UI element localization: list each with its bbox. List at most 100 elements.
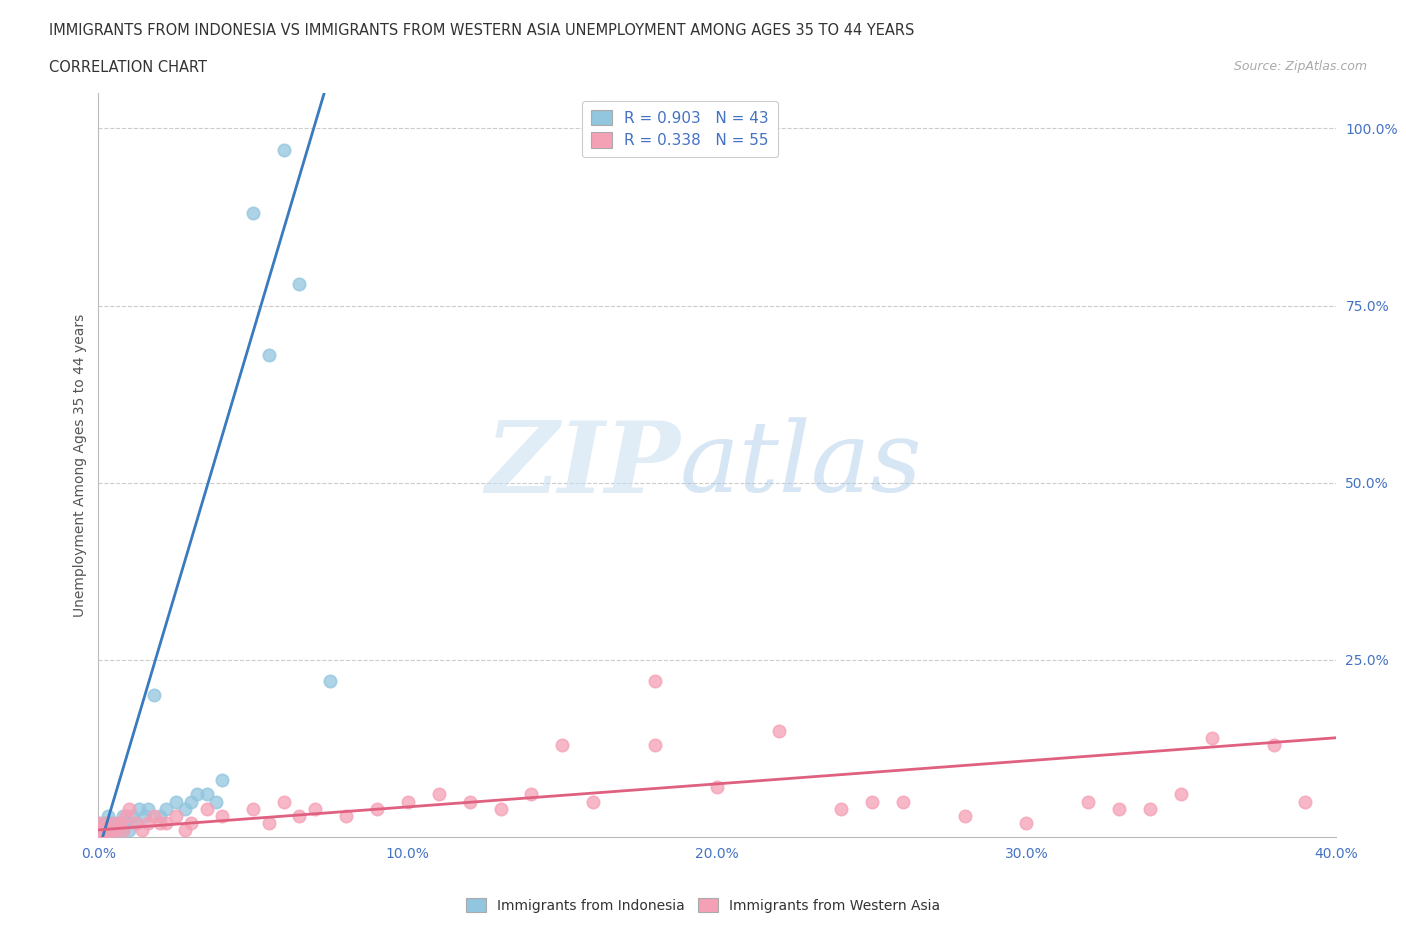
Point <box>103 816 125 830</box>
Point <box>136 802 159 817</box>
Point <box>155 802 177 817</box>
Point <box>304 802 326 817</box>
Point <box>205 794 228 809</box>
Point <box>105 822 128 837</box>
Point <box>211 808 233 823</box>
Point <box>103 830 125 844</box>
Point <box>396 794 419 809</box>
Point <box>87 816 110 830</box>
Point <box>97 830 120 844</box>
Y-axis label: Unemployment Among Ages 35 to 44 years: Unemployment Among Ages 35 to 44 years <box>73 313 87 617</box>
Point <box>186 787 208 802</box>
Point <box>93 830 115 844</box>
Point <box>93 830 115 844</box>
Point <box>100 830 122 844</box>
Point <box>90 830 112 844</box>
Text: IMMIGRANTS FROM INDONESIA VS IMMIGRANTS FROM WESTERN ASIA UNEMPLOYMENT AMONG AGE: IMMIGRANTS FROM INDONESIA VS IMMIGRANTS … <box>49 23 914 38</box>
Point <box>93 816 115 830</box>
Point <box>87 830 110 844</box>
Point <box>165 808 187 823</box>
Point <box>1201 730 1223 745</box>
Point <box>115 816 138 830</box>
Point <box>143 808 166 823</box>
Point <box>273 794 295 809</box>
Point <box>90 822 112 837</box>
Point <box>242 206 264 221</box>
Point <box>134 808 156 823</box>
Point <box>174 802 197 817</box>
Point <box>257 816 280 830</box>
Point <box>143 688 166 703</box>
Point <box>124 816 146 830</box>
Point <box>180 794 202 809</box>
Point <box>87 822 110 837</box>
Point <box>136 816 159 830</box>
Point <box>195 787 218 802</box>
Point <box>891 794 914 809</box>
Point <box>112 808 135 823</box>
Point <box>97 822 120 837</box>
Point <box>100 822 122 837</box>
Legend: Immigrants from Indonesia, Immigrants from Western Asia: Immigrants from Indonesia, Immigrants fr… <box>461 893 945 919</box>
Point <box>108 816 131 830</box>
Point <box>257 348 280 363</box>
Point <box>87 816 110 830</box>
Point <box>1170 787 1192 802</box>
Point <box>860 794 883 809</box>
Point <box>118 822 141 837</box>
Point <box>195 802 218 817</box>
Point <box>87 830 110 844</box>
Point <box>273 142 295 157</box>
Point <box>582 794 605 809</box>
Point <box>103 816 125 830</box>
Point <box>93 816 115 830</box>
Point <box>1108 802 1130 817</box>
Point <box>953 808 976 823</box>
Point <box>520 787 543 802</box>
Point <box>108 816 131 830</box>
Point <box>644 737 666 752</box>
Point <box>121 808 143 823</box>
Point <box>90 816 112 830</box>
Point <box>458 794 481 809</box>
Point <box>128 802 150 817</box>
Point <box>288 808 311 823</box>
Point <box>131 822 153 837</box>
Point <box>97 822 120 837</box>
Point <box>118 802 141 817</box>
Point <box>90 822 112 837</box>
Point <box>93 822 115 837</box>
Text: ZIP: ZIP <box>485 417 681 513</box>
Point <box>644 673 666 688</box>
Point <box>124 816 146 830</box>
Point <box>288 277 311 292</box>
Point <box>100 816 122 830</box>
Point <box>105 822 128 837</box>
Point <box>1263 737 1285 752</box>
Point <box>242 802 264 817</box>
Point <box>1139 802 1161 817</box>
Point <box>112 822 135 837</box>
Point <box>1294 794 1316 809</box>
Point <box>149 808 172 823</box>
Point <box>87 822 110 837</box>
Point <box>211 773 233 788</box>
Point <box>180 816 202 830</box>
Point <box>335 808 357 823</box>
Point <box>319 673 342 688</box>
Point <box>112 822 135 837</box>
Point <box>155 816 177 830</box>
Point <box>830 802 852 817</box>
Point <box>427 787 450 802</box>
Point <box>489 802 512 817</box>
Point <box>1077 794 1099 809</box>
Point <box>115 808 138 823</box>
Point <box>366 802 388 817</box>
Point <box>87 830 110 844</box>
Point <box>551 737 574 752</box>
Point <box>768 724 790 738</box>
Point <box>165 794 187 809</box>
Point <box>149 816 172 830</box>
Point <box>706 780 728 795</box>
Point <box>1015 816 1038 830</box>
